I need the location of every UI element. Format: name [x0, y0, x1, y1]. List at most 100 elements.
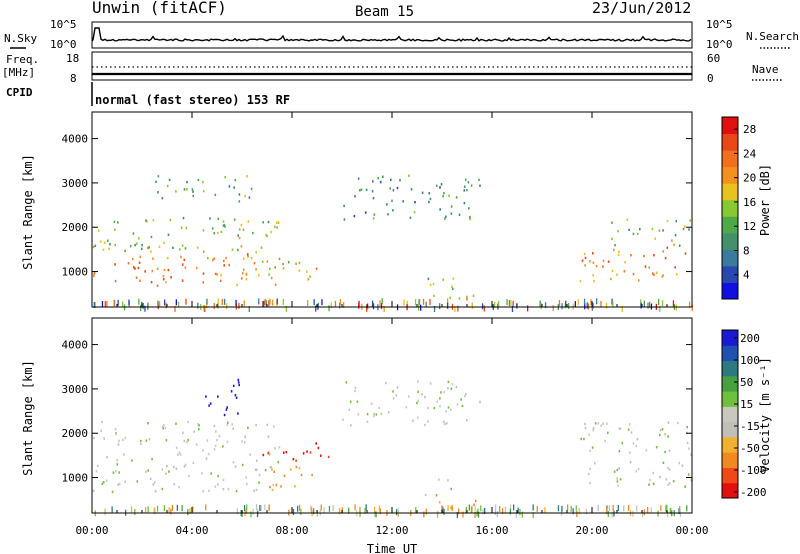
ground-scatter-cell	[561, 303, 563, 310]
heatmap-cell	[666, 246, 669, 249]
ground-scatter-cell	[134, 509, 136, 515]
heatmap-cell	[224, 225, 226, 228]
heatmap-cell	[145, 439, 148, 442]
ground-scatter-cell	[521, 511, 523, 518]
ground-scatter-cell	[252, 508, 254, 515]
heatmap-cell	[255, 251, 257, 254]
ground-scatter-cell	[561, 505, 563, 512]
heatmap-cell	[442, 420, 445, 423]
x-tick-label: 20:00	[575, 524, 608, 537]
ground-scatter-cell	[425, 301, 427, 308]
heatmap-cell	[269, 466, 272, 469]
heatmap-cell	[643, 254, 645, 258]
heatmap-cell	[129, 245, 132, 248]
freq-tick-top: 18	[66, 52, 79, 65]
heatmap-cell	[225, 408, 228, 411]
heatmap-cell	[213, 232, 216, 235]
heatmap-cell	[134, 267, 136, 270]
heatmap-cell	[307, 278, 310, 281]
heatmap-cell	[238, 193, 241, 196]
heatmap-cell	[607, 260, 610, 263]
heatmap-cell	[270, 230, 272, 234]
heatmap-cell	[637, 279, 640, 282]
heatmap-cell	[217, 231, 219, 235]
heatmap-cell	[224, 176, 226, 179]
ground-scatter-cell	[659, 305, 661, 312]
heatmap-cell	[300, 473, 303, 476]
ground-scatter-cell	[423, 511, 425, 518]
ground-scatter-cell	[504, 506, 507, 513]
heatmap-cell	[690, 479, 693, 482]
heatmap-cell	[206, 439, 209, 442]
ground-scatter-cell	[539, 300, 541, 307]
heatmap-cell	[255, 423, 257, 427]
colorbar-segment	[722, 232, 738, 250]
ground-scatter-cell	[648, 301, 651, 308]
heatmap-cell	[666, 220, 669, 223]
colorbar-segment	[722, 360, 738, 377]
colorbar-segment	[722, 452, 738, 468]
heatmap-cell	[661, 428, 664, 431]
heatmap-cell	[235, 396, 238, 399]
heatmap-cell	[148, 438, 151, 441]
heatmap-cell	[222, 445, 224, 448]
ground-scatter-cell	[328, 505, 331, 512]
heatmap-cell	[226, 440, 229, 444]
heatmap-cell	[202, 180, 204, 184]
heatmap-cell	[592, 427, 595, 430]
ground-scatter-cell	[439, 303, 441, 310]
heatmap-cell	[197, 178, 200, 182]
heatmap-cell	[285, 450, 288, 454]
heatmap-cell	[466, 298, 468, 301]
heatmap-cell	[245, 278, 248, 281]
heatmap-cell	[306, 270, 308, 273]
heatmap-cell	[139, 255, 142, 258]
nsky-label: N.Sky	[4, 32, 37, 45]
colorbar-tick-label: -200	[740, 486, 767, 499]
heatmap-cell	[173, 483, 176, 486]
heatmap-cell	[114, 428, 117, 431]
colorbar-frame	[721, 116, 739, 300]
heatmap-cell	[366, 412, 369, 416]
heatmap-cell	[686, 426, 688, 429]
heatmap-cell	[449, 506, 452, 509]
heatmap-cell	[246, 482, 248, 486]
velocity-colorbar: 200 100 50 15 -15 -50 -100 -200	[721, 329, 767, 499]
cpid-label: CPID	[6, 86, 33, 99]
ground-scatter-cell	[519, 509, 521, 515]
heatmap-cell	[439, 208, 441, 211]
ground-scatter-cell	[679, 510, 682, 517]
heatmap-cell	[283, 474, 286, 477]
noise-tick-top-right: 10^5	[706, 18, 733, 31]
ground-scatter-cell	[517, 507, 519, 514]
time-x-axis: 00:00 04:00 08:00 12:00 16:00 20:00 00:00	[75, 112, 709, 537]
heatmap-cell	[260, 246, 263, 249]
heatmap-cell	[222, 220, 225, 223]
ground-scatter-cell	[371, 300, 374, 307]
heatmap-cell	[245, 273, 248, 276]
heatmap-cell	[630, 254, 632, 257]
heatmap-cell	[644, 265, 647, 268]
heatmap-cell	[584, 426, 587, 430]
heatmap-cell	[247, 426, 249, 429]
heatmap-cell	[258, 473, 261, 477]
ground-scatter-cell	[189, 508, 191, 515]
heatmap-cell	[654, 237, 656, 240]
heatmap-cell	[463, 189, 466, 192]
heatmap-cell	[277, 460, 280, 464]
colorbar-tick-label: 24	[743, 147, 757, 160]
heatmap-cell	[217, 217, 220, 220]
heatmap-cell	[157, 175, 160, 178]
heatmap-cell	[124, 436, 127, 440]
heatmap-cell	[274, 447, 276, 450]
ground-scatter-cell	[374, 511, 376, 518]
heatmap-cell	[161, 425, 164, 429]
heatmap-cell	[184, 247, 187, 250]
heatmap-cell	[353, 214, 356, 218]
heatmap-cell	[592, 252, 594, 255]
heatmap-cell	[233, 186, 235, 189]
heatmap-cell	[651, 227, 654, 231]
heatmap-cell	[273, 425, 275, 428]
heatmap-cell	[100, 429, 103, 432]
ground-scatter-cell	[236, 508, 238, 515]
